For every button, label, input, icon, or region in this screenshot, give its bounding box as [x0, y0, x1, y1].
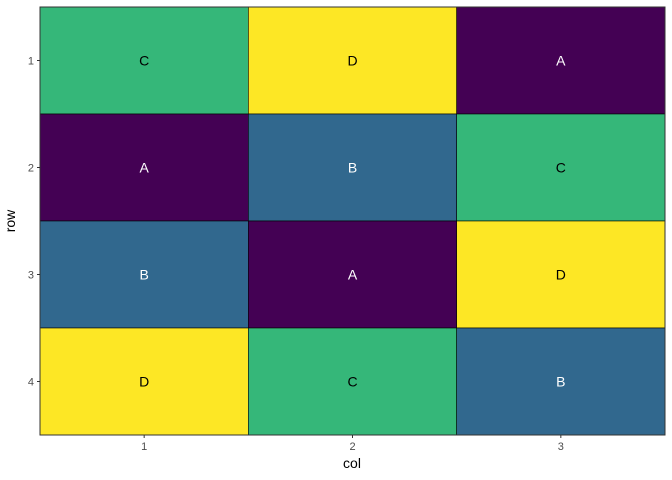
cell-label-r1-c3: A	[556, 53, 566, 69]
heatmap-cell-r3-c2	[248, 220, 457, 329]
heatmap-cell-r1-c1	[39, 6, 249, 115]
x-tick-label-2: 2	[349, 441, 355, 453]
cells-layer: C D A A B C B A D D C B	[39, 6, 666, 436]
cell-label-r2-c3: C	[556, 160, 566, 176]
y-tick-label-4: 4	[28, 377, 34, 389]
x-tick-label-1: 1	[141, 441, 147, 453]
heatmap-cell-r1-c2	[248, 6, 457, 115]
heatmap-cell-r2-c2	[248, 113, 457, 222]
cell-label-r4-c1: D	[139, 374, 149, 390]
cell-label-r1-c1: C	[139, 53, 149, 69]
cell-label-r3-c3: D	[556, 267, 566, 283]
heatmap-cell-r4-c3	[456, 327, 666, 436]
y-axis-title: row	[2, 209, 18, 232]
cell-label-r4-c2: C	[347, 374, 357, 390]
cell-label-r1-c2: D	[347, 53, 357, 69]
heatmap-cell-r4-c1	[39, 327, 249, 436]
cell-label-r3-c1: B	[139, 267, 148, 283]
heatmap-cell-r2-c3	[456, 113, 666, 222]
axes-layer: 1 2 3 1 2 3 4	[28, 56, 564, 454]
cell-label-r3-c2: A	[348, 267, 358, 283]
x-tick-label-3: 3	[558, 441, 564, 453]
y-tick-label-1: 1	[28, 56, 34, 68]
y-tick-label-3: 3	[28, 270, 34, 282]
y-tick-label-2: 2	[28, 163, 34, 175]
x-axis-title: col	[343, 455, 361, 471]
heatmap-cell-r3-c1	[39, 220, 249, 329]
cell-label-r2-c1: A	[139, 160, 149, 176]
cell-label-r2-c2: B	[348, 160, 357, 176]
heatmap-cell-r2-c1	[39, 113, 249, 222]
cell-label-r4-c3: B	[556, 374, 565, 390]
